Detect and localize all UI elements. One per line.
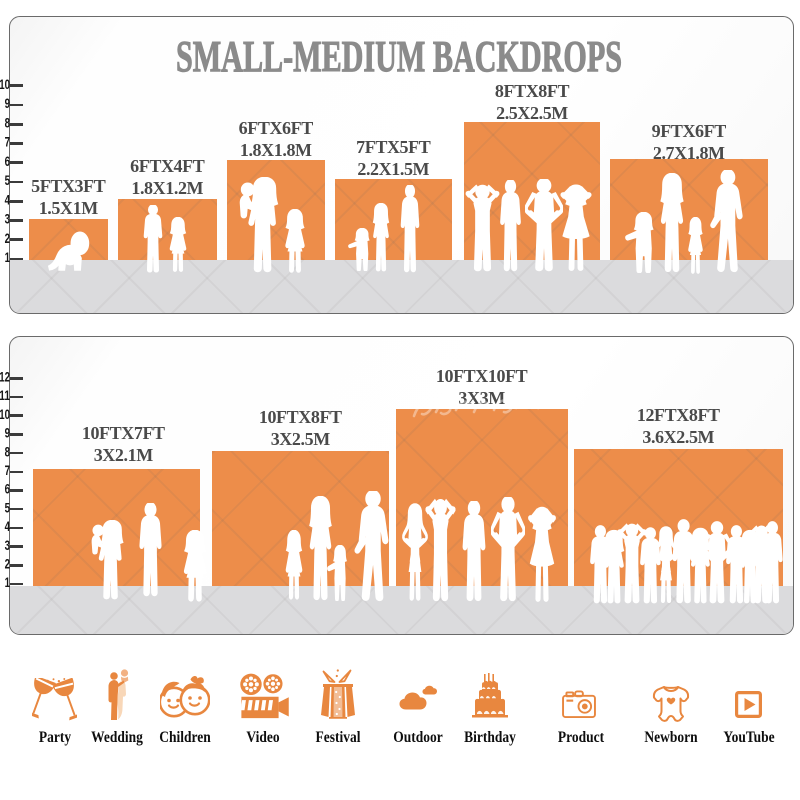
svg-text:7: 7	[5, 463, 10, 478]
svg-text:3: 3	[5, 538, 11, 553]
svg-text:3: 3	[5, 212, 11, 227]
svg-text:10: 10	[0, 407, 10, 422]
svg-text:11: 11	[0, 388, 10, 403]
svg-text:2: 2	[5, 557, 10, 572]
svg-text:8: 8	[5, 444, 11, 459]
svg-text:1: 1	[5, 575, 11, 590]
svg-text:9: 9	[5, 96, 10, 111]
svg-text:6: 6	[5, 482, 11, 497]
svg-text:7: 7	[5, 135, 10, 150]
svg-text:5: 5	[5, 173, 11, 188]
svg-text:4: 4	[5, 192, 11, 207]
svg-text:10: 10	[0, 77, 10, 92]
svg-text:4: 4	[5, 519, 11, 534]
svg-text:12: 12	[0, 370, 10, 385]
svg-text:1: 1	[5, 250, 11, 265]
svg-text:2: 2	[5, 231, 10, 246]
svg-text:8: 8	[5, 116, 11, 131]
svg-text:9: 9	[5, 426, 10, 441]
svg-text:6: 6	[5, 154, 11, 169]
svg-text:SMALL-MEDIUM BACKDROPS: SMALL-MEDIUM BACKDROPS	[176, 32, 622, 81]
svg-text:5: 5	[5, 500, 11, 515]
